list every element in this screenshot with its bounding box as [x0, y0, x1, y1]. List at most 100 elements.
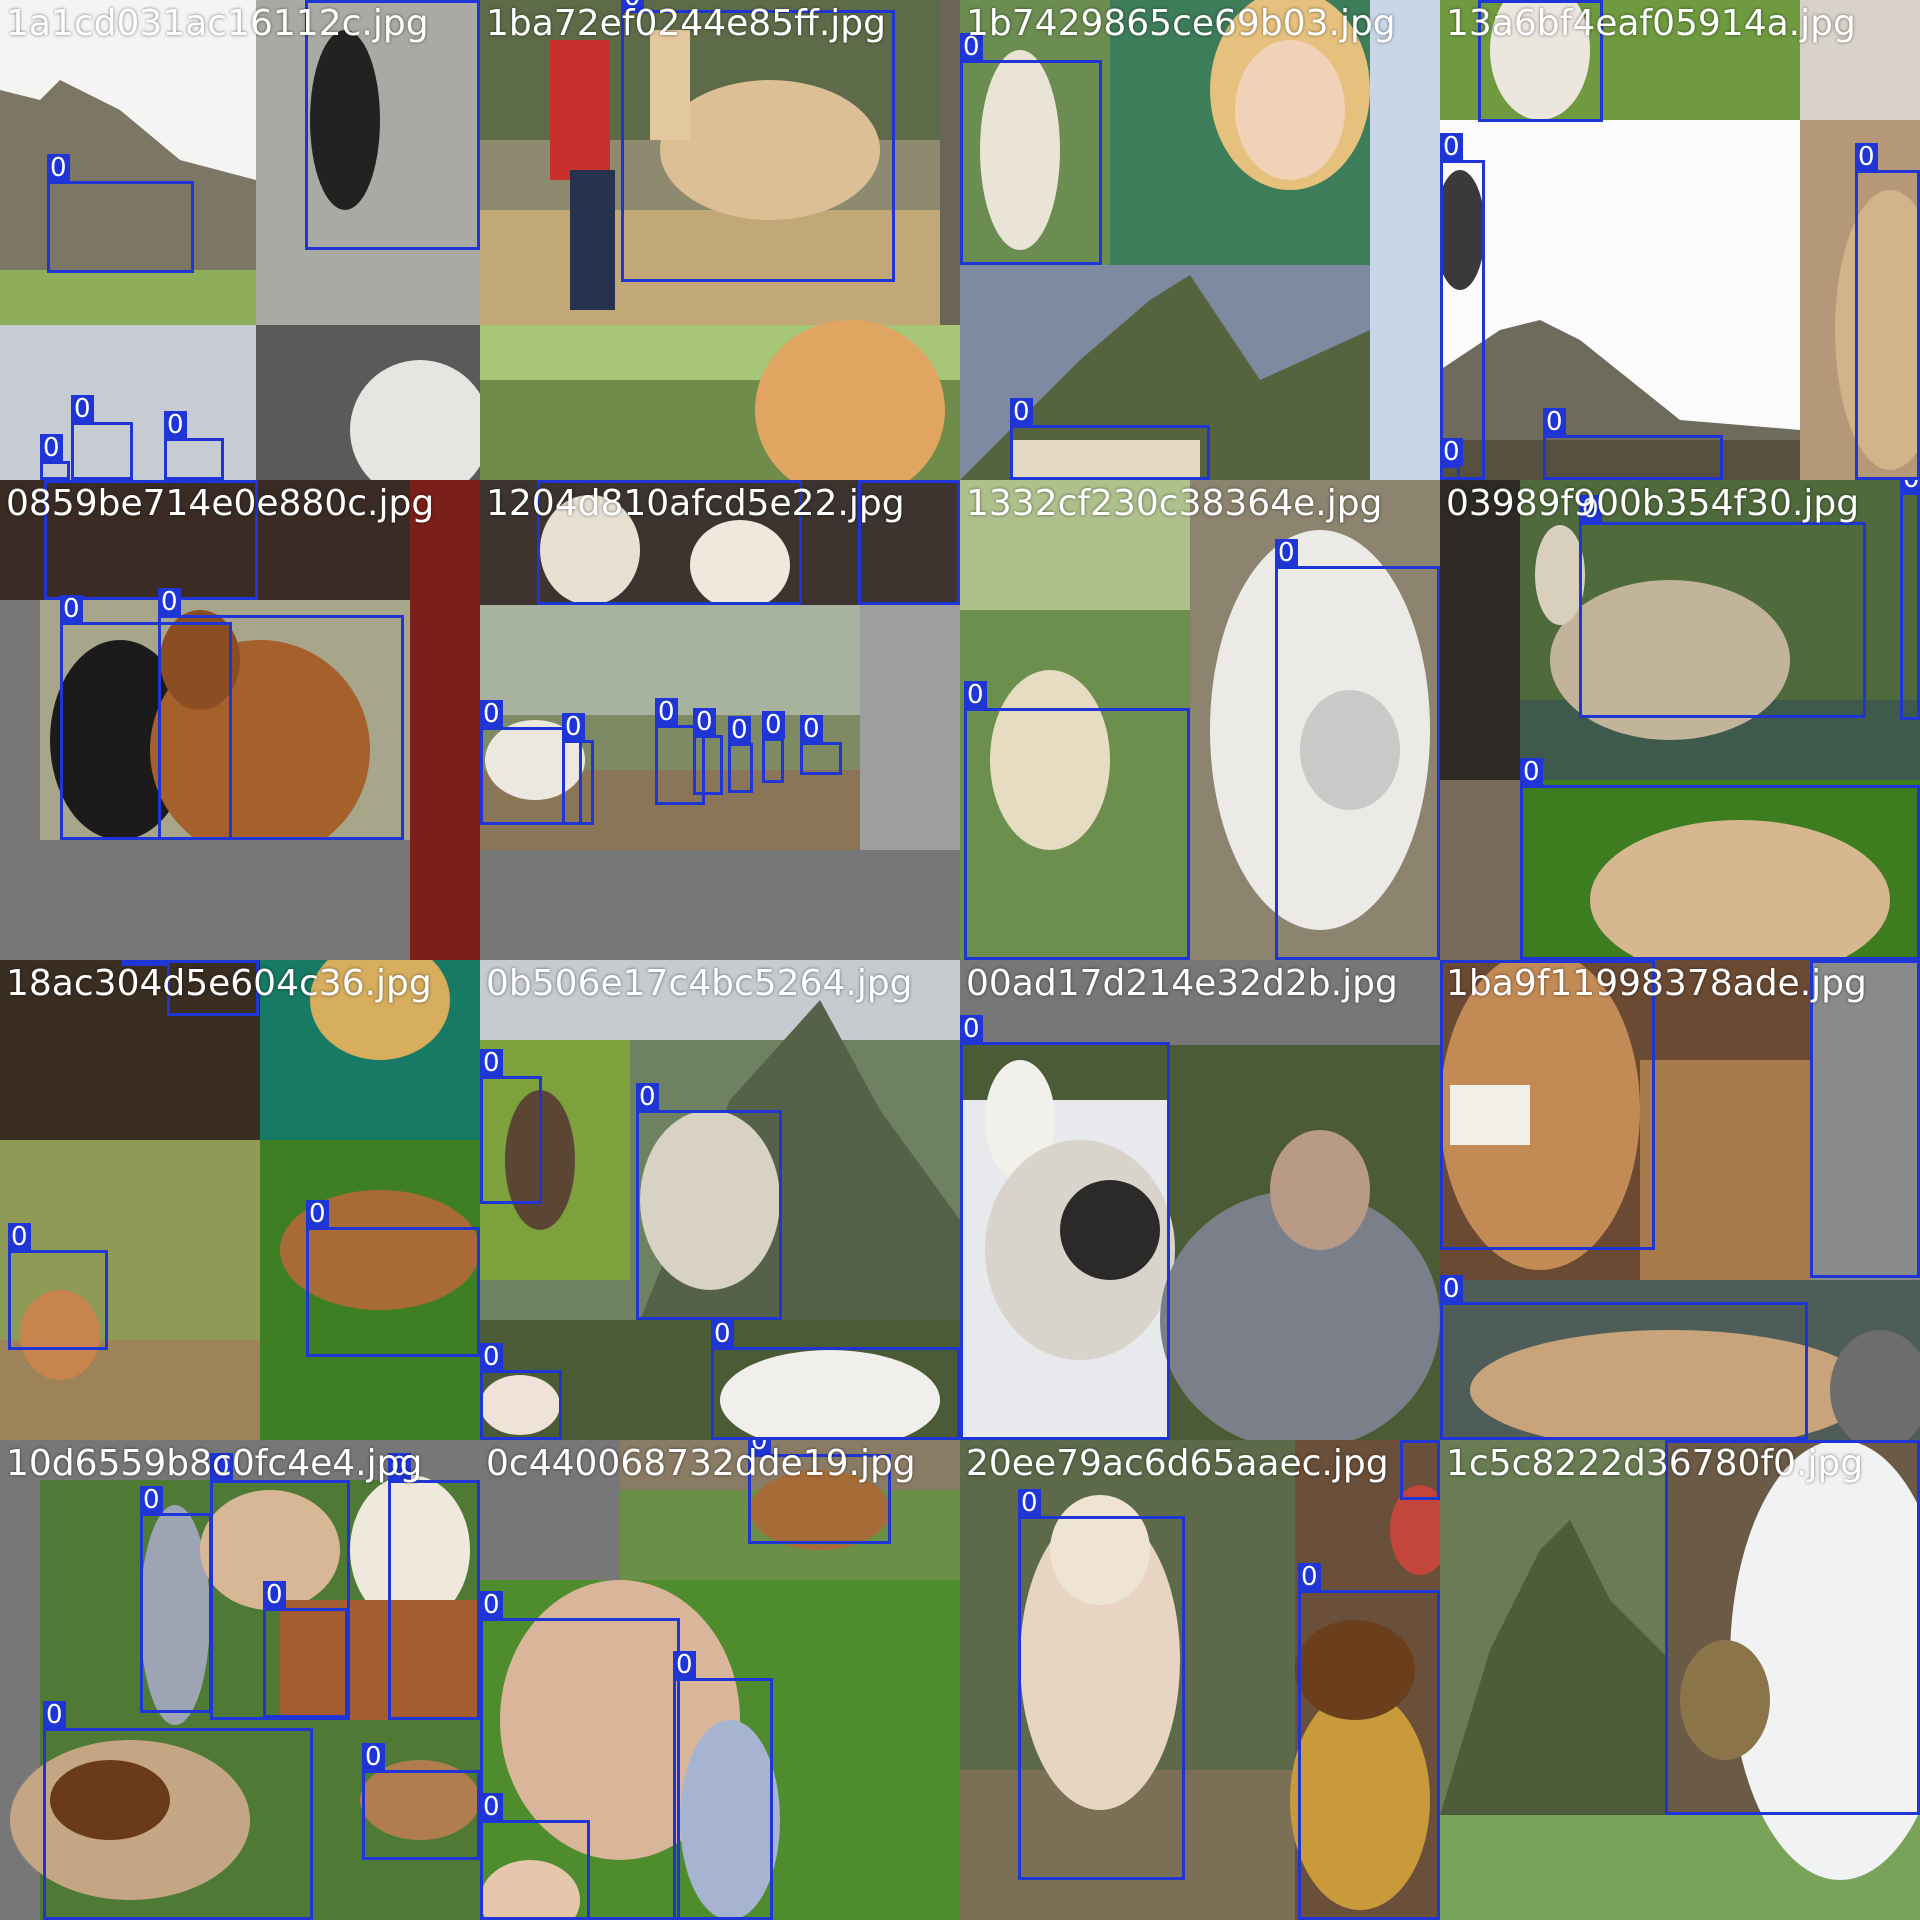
tile-filename: 0859be714e0e880c.jpg: [6, 483, 435, 524]
detection-box: 0: [728, 716, 753, 793]
mosaic-tile-13: 10d6559b8c0fc4e4.jpg 0 0 0 0 0 0: [0, 1440, 480, 1920]
class-label: 0: [1520, 758, 1543, 786]
class-label: 0: [1665, 1440, 1688, 1441]
tile-filename: 1b7429865ce69b03.jpg: [966, 3, 1396, 44]
class-label: 0: [164, 411, 187, 439]
class-label: 0: [636, 1083, 659, 1111]
tile-filename: 18ac304d5e604c36.jpg: [6, 963, 432, 1004]
detection-box: 0: [1440, 960, 1655, 1250]
detection-box: 0: [1400, 1440, 1440, 1500]
detection-box: 0: [44, 480, 258, 600]
tile-filename: 1ba72ef0244e85ff.jpg: [486, 3, 886, 44]
tile-image: [1440, 960, 1920, 1440]
class-label: 0: [1400, 1440, 1423, 1441]
detection-box: 0: [43, 1701, 313, 1920]
detection-box: 0: [480, 1049, 542, 1204]
class-label: 0: [158, 588, 181, 616]
detection-box: 0: [1900, 480, 1920, 720]
detection-box: 0: [858, 480, 960, 605]
detection-box: 0: [537, 480, 802, 605]
class-label: 0: [960, 33, 983, 61]
class-label: 0: [1810, 960, 1833, 961]
detection-box: 0: [655, 698, 705, 805]
detection-box: 0: [1855, 143, 1920, 480]
detection-box: 0: [122, 960, 167, 966]
detection-box: 0: [562, 713, 594, 825]
class-label: 0: [362, 1743, 385, 1771]
mosaic-tile-16: 1c5c8222d36780f0.jpg 0: [1440, 1440, 1920, 1920]
mosaic-tile-9: 18ac304d5e604c36.jpg 0 0 0 0: [0, 960, 480, 1440]
mosaic-tile-4: 13a6bf4eaf05914a.jpg 0 0 0 0 0: [1440, 0, 1920, 480]
class-label: 0: [167, 960, 190, 961]
class-label: 0: [71, 395, 94, 423]
class-label: 0: [1275, 539, 1298, 567]
class-label: 0: [305, 0, 328, 1]
class-label: 0: [1440, 438, 1463, 466]
tile-filename: 03989f900b354f30.jpg: [1446, 483, 1860, 524]
tile-image: [1440, 1440, 1920, 1920]
detection-box: 0: [800, 715, 842, 775]
detection-box: 0: [1665, 1440, 1920, 1815]
mosaic-tile-10: 0b506e17c4bc5264.jpg 0 0 0 0: [480, 960, 960, 1440]
tile-image: [480, 1440, 960, 1920]
tile-image: [480, 0, 960, 480]
detection-box: 0: [1018, 1489, 1185, 1880]
detection-box: 0: [621, 0, 895, 282]
tile-image: [1440, 480, 1920, 960]
detection-box: 0: [1275, 539, 1440, 960]
detection-box: 0: [167, 960, 259, 1016]
class-label: 0: [728, 716, 751, 744]
class-label: 0: [480, 1343, 503, 1371]
class-label: 0: [44, 480, 67, 481]
mosaic-tile-6: 1204d810afcd5e22.jpg 0 0 0 0 0 0 0 0 0: [480, 480, 960, 960]
class-label: 0: [1855, 143, 1878, 171]
class-label: 0: [858, 480, 881, 481]
detection-box: 0: [762, 711, 785, 783]
detection-box: 0: [305, 0, 480, 250]
detection-box: 0: [960, 1015, 1170, 1440]
detection-box: 0: [964, 681, 1190, 960]
class-label: 0: [562, 713, 585, 741]
detection-box: 0: [40, 434, 70, 480]
detection-box: 0: [480, 700, 582, 825]
detection-box: 0: [158, 588, 404, 840]
tile-image: [960, 0, 1440, 480]
class-label: 0: [1478, 0, 1501, 1]
detection-box: 0: [960, 33, 1102, 265]
mosaic-tile-12: 1ba9f11998378ade.jpg 0 0 0: [1440, 960, 1920, 1440]
mosaic-tile-2: 1ba72ef0244e85ff.jpg 0: [480, 0, 960, 480]
class-label: 0: [748, 1440, 771, 1455]
class-label: 0: [1579, 495, 1602, 523]
class-label: 0: [711, 1320, 734, 1348]
class-label: 0: [1900, 480, 1920, 493]
mosaic-tile-1: 1a1cd031ac16112c.jpg 0 0 0 0 0: [0, 0, 480, 480]
tile-filename: 10d6559b8c0fc4e4.jpg: [6, 1443, 423, 1484]
class-label: 0: [693, 708, 716, 736]
detection-box: 0: [1520, 758, 1920, 960]
tile-filename: 1332cf230c38364e.jpg: [966, 483, 1383, 524]
class-label: 0: [47, 154, 70, 182]
detection-box: 0: [1810, 960, 1920, 1278]
detection-box: 0: [140, 1486, 212, 1713]
class-label: 0: [60, 595, 83, 623]
tile-filename: 1ba9f11998378ade.jpg: [1446, 963, 1867, 1004]
detection-box: 0: [263, 1581, 348, 1718]
mosaic-tile-14: 0c440068732dde19.jpg 0 0 0 0: [480, 1440, 960, 1920]
tile-image: [10, 1475, 480, 1920]
class-label: 0: [1440, 133, 1463, 161]
tile-filename: 1c5c8222d36780f0.jpg: [1446, 1443, 1864, 1484]
detection-box: 0: [60, 595, 232, 840]
class-label: 0: [673, 1651, 696, 1679]
class-label: 0: [40, 434, 63, 462]
class-label: 0: [621, 0, 644, 11]
class-label: 0: [306, 1200, 329, 1228]
tile-image: [960, 1440, 1440, 1920]
tile-filename: 20ee79ac6d65aaec.jpg: [966, 1443, 1389, 1484]
detection-box: 0: [711, 1320, 960, 1440]
tile-filename: 00ad17d214e32d2b.jpg: [966, 963, 1398, 1004]
detection-box: 0: [8, 1223, 108, 1350]
detection-box: 0: [1543, 408, 1723, 480]
detection-box: 0: [1440, 438, 1463, 480]
detection-box: 0: [362, 1743, 480, 1860]
